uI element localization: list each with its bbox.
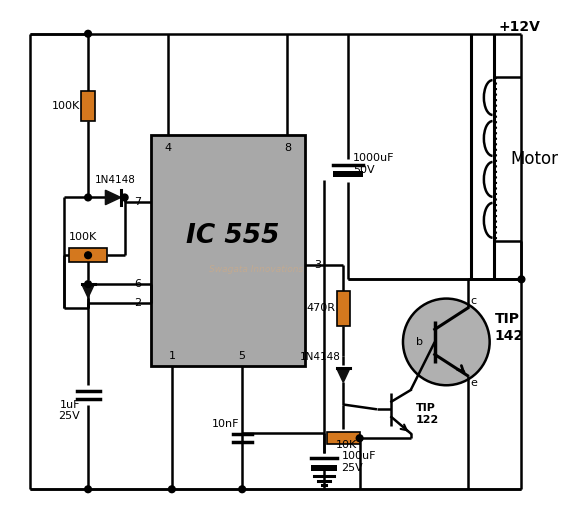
Text: 1N4148: 1N4148 [94, 175, 136, 185]
Text: 1000uF
50V: 1000uF 50V [353, 153, 394, 175]
Circle shape [403, 299, 490, 385]
Bar [69, 248, 107, 262]
Bar [327, 433, 360, 444]
Text: 2: 2 [134, 299, 141, 309]
Text: 4: 4 [164, 143, 172, 153]
Text: Motor: Motor [510, 150, 558, 168]
Circle shape [85, 30, 92, 37]
Bar [311, 465, 337, 471]
Text: c: c [471, 297, 476, 306]
Circle shape [85, 194, 92, 201]
Bar [333, 172, 363, 177]
Text: TIP
122: TIP 122 [415, 403, 439, 425]
Text: e: e [471, 378, 477, 388]
Circle shape [168, 486, 175, 493]
Text: 10K: 10K [336, 440, 357, 450]
Text: 470R: 470R [307, 303, 336, 313]
Text: b: b [416, 337, 423, 347]
Bar [337, 291, 350, 325]
Text: 7: 7 [134, 197, 141, 207]
Text: 100K: 100K [69, 232, 97, 242]
Circle shape [85, 252, 92, 258]
Polygon shape [81, 284, 94, 298]
Text: 8: 8 [284, 143, 291, 153]
Polygon shape [106, 190, 121, 204]
Text: TIP
142: TIP 142 [494, 312, 524, 343]
Circle shape [239, 486, 246, 493]
Text: 1N4148: 1N4148 [299, 352, 340, 362]
Polygon shape [337, 369, 350, 382]
Circle shape [85, 486, 92, 493]
Text: 3: 3 [314, 260, 321, 270]
Text: 5: 5 [238, 351, 246, 361]
Text: 100uF
25V: 100uF 25V [341, 451, 376, 473]
Circle shape [357, 435, 363, 441]
Text: 6: 6 [134, 279, 141, 289]
Text: 100K: 100K [52, 101, 80, 111]
Text: 1: 1 [168, 351, 175, 361]
Bar [151, 135, 305, 366]
Text: 10nF: 10nF [212, 419, 239, 429]
Circle shape [85, 281, 92, 288]
Text: Swagata Innovations: Swagata Innovations [210, 265, 304, 274]
Text: +12V: +12V [498, 20, 540, 34]
Text: IC 555: IC 555 [186, 223, 279, 249]
Circle shape [121, 194, 128, 201]
Text: 1uF
25V: 1uF 25V [59, 400, 80, 422]
Circle shape [518, 276, 525, 283]
Bar [81, 90, 95, 121]
